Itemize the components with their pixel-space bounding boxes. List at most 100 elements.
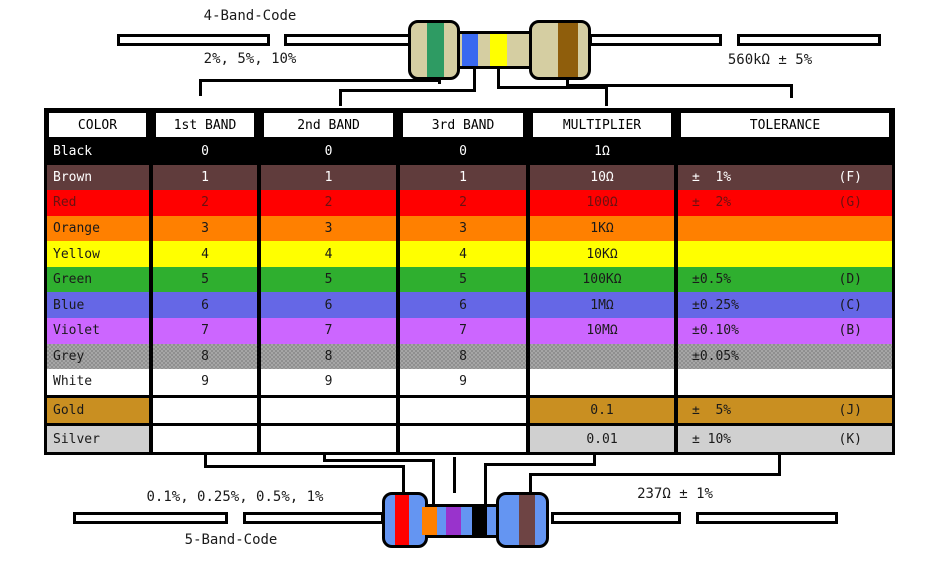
digit-cell [261,397,400,424]
digit-cell: 3 [261,215,400,242]
digit-cell: 2 [153,190,261,216]
color-name: Grey [47,343,153,370]
header-tolerance: TOLERANCE [678,111,892,139]
color-name: Violet [47,318,153,344]
pointer-line [204,455,207,468]
digit-cell: 5 [261,266,400,293]
violet-band [446,507,461,535]
pointer-line [204,465,405,468]
pointer-line [323,455,326,462]
multiplier-cell: 1MΩ [530,292,678,319]
lead-wire [737,34,881,46]
digit-cell: 0 [261,139,400,165]
green-band [427,23,444,77]
pointer-line [529,473,532,493]
black-band [472,507,487,535]
four-band-value-label: 560kΩ ± 5% [727,52,813,68]
color-name: Yellow [47,241,153,267]
table-row-gold: Gold 0.1 ± 5% (J) [47,394,892,424]
header-multiplier: MULTIPLIER [530,111,678,139]
tolerance-cell [678,216,892,242]
tolerance-cell: ±0.25% (C) [692,297,862,313]
four-band-code-label: 4-Band-Code [203,8,297,24]
pointer-line [790,84,793,98]
table-row-yellow: Yellow 4 4 4 10KΩ [47,241,892,267]
table-row-brown: Brown 1 1 1 10Ω ± 1% (F) [47,164,892,191]
table-row-blue: Blue 6 6 6 1MΩ ±0.25% (C) [47,292,892,319]
five-band-tolerance-label: 0.1%, 0.25%, 0.5%, 1% [146,489,324,505]
digit-cell: 4 [400,241,530,267]
tolerance-cell [678,139,892,165]
digit-cell: 5 [400,266,530,293]
table-row-black: Black 0 0 0 1Ω [47,139,892,165]
brown-band [558,23,578,77]
pointer-line [484,463,487,505]
five-band-value-label: 237Ω ± 1% [637,486,713,502]
digit-cell: 4 [261,241,400,267]
pointer-line [566,84,793,87]
color-name: Red [47,190,153,216]
digit-cell: 1 [261,164,400,191]
pointer-line [497,67,500,89]
multiplier-cell [530,369,678,395]
digit-cell: 2 [261,190,400,216]
header-2nd-band: 2nd BAND [261,111,400,139]
color-name: Orange [47,215,153,242]
header-color: COLOR [47,111,153,139]
tolerance-cell: ± 10% (K) [692,431,862,447]
tolerance-cell: ± 2% (G) [692,195,862,211]
digit-cell: 3 [153,215,261,242]
color-name: Gold [47,397,153,424]
multiplier-cell: 100Ω [530,190,678,216]
lead-wire [696,512,838,524]
orange-band [422,507,437,535]
pointer-line [497,86,608,89]
lead-wire [73,512,228,524]
pointer-line [402,465,405,493]
digit-cell: 8 [261,343,400,370]
multiplier-cell [530,343,678,370]
digit-cell [261,426,400,452]
color-name: Green [47,266,153,293]
digit-cell [400,426,530,452]
lead-wire [243,512,384,524]
digit-cell [153,426,261,452]
multiplier-cell: 0.01 [530,426,678,452]
pointer-line [339,89,476,92]
digit-cell: 8 [153,343,261,370]
table-row-grey: Grey 8 8 8 ±0.05% [47,343,892,370]
pointer-line [529,473,781,476]
pointer-line [484,463,596,466]
brown-band [519,495,535,545]
table-header-row: COLOR 1st BAND 2nd BAND 3rd BAND MULTIPL… [47,111,892,139]
multiplier-cell: 10Ω [530,164,678,191]
multiplier-cell: 10MΩ [530,318,678,344]
multiplier-cell: 1Ω [530,139,678,165]
color-name: Blue [47,292,153,319]
digit-cell [400,397,530,424]
pointer-line [566,78,569,87]
pointer-line [453,457,456,493]
five-band-code-label: 5-Band-Code [184,532,278,548]
tolerance-cell [678,241,892,267]
lead-wire [284,34,412,46]
yellow-band [490,34,507,66]
table-row-white: White 9 9 9 [47,369,892,395]
multiplier-cell: 1KΩ [530,215,678,242]
multiplier-cell: 10KΩ [530,241,678,267]
pointer-line [473,67,476,92]
pointer-line [323,459,435,462]
pointer-line [605,86,608,106]
four-band-tolerance-label: 2%, 5%, 10% [203,51,297,67]
pointer-line [593,455,596,466]
table-row-red: Red 2 2 2 100Ω ± 2% (G) [47,190,892,216]
table-row-silver: Silver 0.01 ± 10% (K) [47,423,892,452]
digit-cell: 0 [400,139,530,165]
digit-cell: 2 [400,190,530,216]
tolerance-cell: ± 5% (J) [692,403,862,419]
header-1st-band: 1st BAND [153,111,261,139]
color-name: Black [47,139,153,165]
digit-cell: 9 [261,369,400,395]
digit-cell: 4 [153,241,261,267]
